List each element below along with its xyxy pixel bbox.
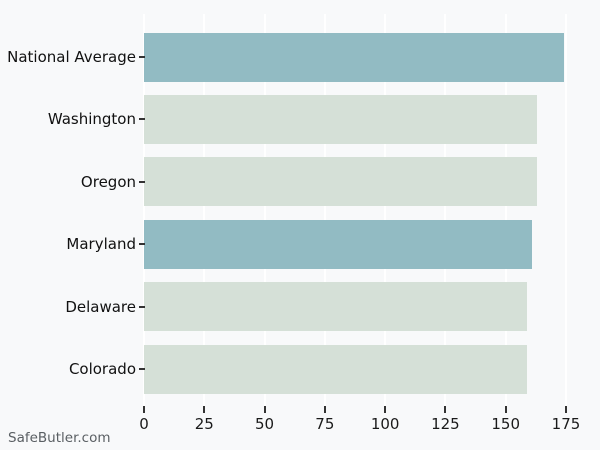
- x-tick-label: 125: [431, 415, 460, 433]
- x-tick-label: 150: [491, 415, 521, 433]
- category-label: National Average: [7, 48, 136, 66]
- x-tick-mark: [143, 406, 145, 413]
- gridline-x-175: [565, 14, 567, 406]
- y-tick-mark: [139, 118, 145, 121]
- category-label: Oregon: [80, 172, 136, 191]
- x-tick-mark: [323, 406, 326, 413]
- category-label: Maryland: [66, 235, 136, 254]
- x-tick-mark: [444, 406, 447, 413]
- bar-colorado: [144, 344, 528, 394]
- bar-oregon: [144, 157, 538, 207]
- watermark: SafeButler.com: [8, 430, 111, 446]
- gridline-x-125: [444, 14, 447, 406]
- y-tick-mark: [139, 180, 145, 183]
- x-tick-mark: [504, 406, 507, 413]
- y-tick-mark: [139, 305, 145, 308]
- x-tick-mark: [384, 406, 387, 413]
- plot-area: [143, 14, 590, 406]
- x-tick-mark: [203, 406, 206, 413]
- gridline-x-75: [323, 14, 326, 406]
- y-tick-mark: [139, 56, 145, 58]
- category-label: Washington: [47, 110, 136, 129]
- y-tick-mark: [139, 243, 145, 246]
- gridline-x-0: [143, 14, 145, 406]
- x-tick-mark: [263, 406, 266, 413]
- x-tick-label: 0: [139, 415, 149, 433]
- bar-national-average: [144, 32, 564, 82]
- x-tick-label: 75: [315, 415, 335, 433]
- x-tick-label: 50: [255, 415, 275, 433]
- bar-maryland: [144, 219, 533, 269]
- x-tick-label: 100: [370, 415, 400, 433]
- bar-delaware: [144, 282, 528, 332]
- x-tick-label: 175: [551, 415, 581, 433]
- category-label: Delaware: [65, 297, 136, 316]
- category-label: Colorado: [68, 360, 136, 378]
- gridline-x-150: [504, 14, 507, 406]
- gridline-x-25: [203, 14, 206, 406]
- x-tick-label: 25: [194, 415, 214, 433]
- y-tick-mark: [139, 368, 145, 370]
- x-tick-mark: [565, 406, 567, 413]
- gridline-x-100: [384, 14, 387, 406]
- bar-washington: [144, 94, 538, 144]
- gridline-x-50: [263, 14, 266, 406]
